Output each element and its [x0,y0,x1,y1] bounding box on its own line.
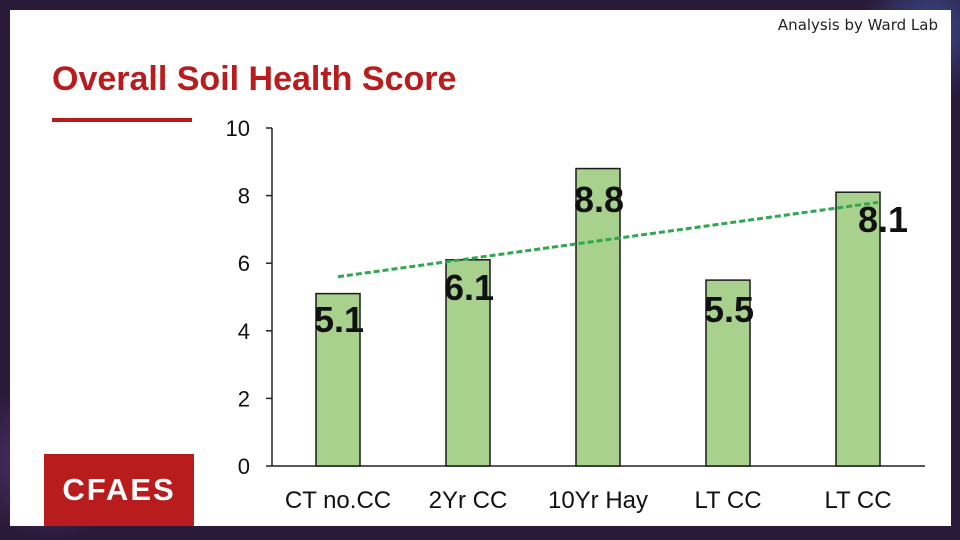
y-tick-label: 0 [238,454,250,479]
bar [835,191,881,467]
x-category-label: LT CC [824,487,891,514]
x-category-label: 10Yr Hay [548,487,648,514]
x-category-label: LT CC [694,487,761,514]
data-label: 5.5 [704,289,754,330]
data-label: 6.1 [444,267,494,308]
y-tick-label: 2 [238,386,250,411]
data-label: 5.1 [314,299,364,340]
logo-text: CFAES [62,472,176,507]
data-label: 8.1 [858,199,908,240]
chart-title: Overall Soil Health Score [52,60,457,98]
bar [315,292,361,467]
y-tick-label: 4 [238,319,250,344]
title-underline [52,118,192,122]
x-category-label: CT no.CC [285,487,391,514]
data-label: 8.8 [574,179,624,220]
bar [445,259,491,467]
y-tick-label: 8 [238,184,250,209]
y-tick-label: 6 [238,251,250,276]
bar [705,279,751,467]
credit-text: Analysis by Ward Lab [777,16,938,34]
x-category-label: 2Yr CC [429,487,508,514]
cfaes-logo: CFAES [44,454,194,526]
y-tick-label: 10 [226,116,250,141]
bar [575,167,621,467]
trendline [337,200,879,279]
